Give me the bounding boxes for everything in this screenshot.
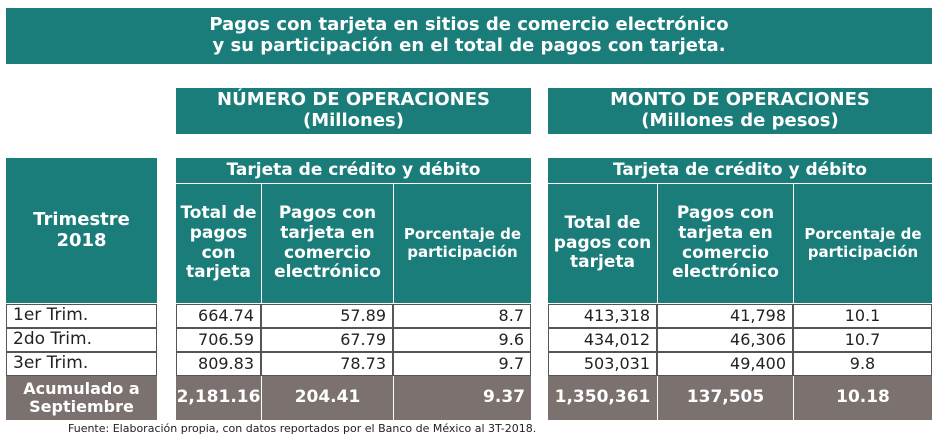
value-cell: 434,012 [548,328,657,352]
total-cell: 137,505 [657,376,793,420]
text: 809.83 [198,353,254,373]
text: Acumulado a Septiembre [23,378,140,416]
text: Porcentaje de participación [403,225,522,261]
text: Pagos con tarjeta en comercio electrónic… [274,203,381,283]
row-header: Trimestre 2018 [6,158,157,303]
text: 1er Trim. [13,305,89,326]
total-cell: 204.41 [261,376,393,420]
text: 9.7 [498,353,524,373]
value-cell: 57.89 [261,304,393,328]
subheader: Tarjeta de crédito y débito [548,158,932,183]
text: 10.1 [844,305,881,325]
value-cell: 67.79 [261,328,393,352]
row-label: 1er Trim. [6,304,157,328]
text: Fuente: Elaboración propia, con datos re… [68,421,537,435]
value-cell: 41,798 [657,304,793,328]
value-cell: 9.8 [793,352,932,376]
text: 41,798 [730,305,786,325]
value-cell: 10.7 [793,328,932,352]
text: 49,400 [730,353,786,373]
text: 2do Trim. [13,329,92,350]
total-cell: 10.18 [793,376,932,420]
text: 664.74 [198,305,254,325]
text: 46,306 [730,329,786,349]
text: Total de pagos con tarjeta [180,203,257,283]
text: 9.6 [498,329,524,349]
text: (Millones de pesos) [641,110,839,131]
text: 9.37 [483,387,525,408]
text: Tarjeta de crédito y débito [613,159,867,180]
total-cell: 2,181.16 [176,376,261,420]
column-header: Porcentaje de participación [393,183,531,303]
text: 8.7 [498,305,524,325]
group-header: NÚMERO DE OPERACIONES (Millones) [176,88,531,134]
text: 57.89 [340,305,386,325]
value-cell: 49,400 [657,352,793,376]
text: 9.8 [849,353,876,373]
total-cell: 1,350,361 [548,376,657,420]
value-cell: 503,031 [548,352,657,376]
column-header: Pagos con tarjeta en comercio electrónic… [657,183,793,303]
text: 2,181.16 [176,387,261,408]
source: Fuente: Elaboración propia, con datos re… [68,421,928,437]
text: 1,350,361 [554,387,651,408]
value-cell: 9.6 [393,328,531,352]
row-label: 2do Trim. [6,328,157,352]
text: 10.7 [844,329,881,349]
text: Tarjeta de crédito y débito [226,159,481,180]
text: 413,318 [583,305,650,325]
text: y su participación en el total de pagos … [212,35,726,56]
column-header: Total de pagos con tarjeta [548,183,657,303]
text: MONTO DE OPERACIONES [610,89,870,111]
text: 503,031 [583,353,650,373]
value-cell: 809.83 [176,352,261,376]
text: Porcentaje de participación [804,225,922,261]
text: (Millones) [303,110,404,131]
text: Total de pagos con tarjeta [553,213,652,273]
column-header: Pagos con tarjeta en comercio electrónic… [261,183,393,303]
value-cell: 413,318 [548,304,657,328]
value-cell: 78.73 [261,352,393,376]
subheader: Tarjeta de crédito y débito [176,158,531,183]
column-header: Total de pagos con tarjeta [176,183,261,303]
column-header: Porcentaje de participación [793,183,932,303]
text: Pagos con tarjeta en sitios de comercio … [209,14,729,36]
text: Trimestre 2018 [33,208,130,251]
text: 137,505 [686,387,765,408]
text: Pagos con tarjeta en comercio electrónic… [672,203,779,283]
text: NÚMERO DE OPERACIONES [217,89,490,111]
value-cell: 46,306 [657,328,793,352]
text: 706.59 [198,329,254,349]
text: 67.79 [340,329,386,349]
text: 78.73 [340,353,386,373]
value-cell: 664.74 [176,304,261,328]
value-cell: 10.1 [793,304,932,328]
total-label: Acumulado a Septiembre [6,376,157,420]
row-label: 3er Trim. [6,352,157,376]
total-cell: 9.37 [393,376,531,420]
text: 434,012 [583,329,650,349]
value-cell: 706.59 [176,328,261,352]
title-bar: Pagos con tarjeta en sitios de comercio … [6,8,932,64]
value-cell: 9.7 [393,352,531,376]
group-header: MONTO DE OPERACIONES (Millones de pesos) [548,88,932,134]
text: 3er Trim. [13,353,89,374]
value-cell: 8.7 [393,304,531,328]
text: 204.41 [294,387,361,408]
text: 10.18 [836,387,890,408]
